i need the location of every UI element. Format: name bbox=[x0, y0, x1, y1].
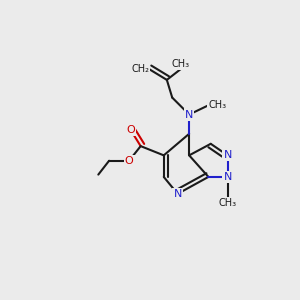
Text: CH₃: CH₃ bbox=[219, 198, 237, 208]
Text: N: N bbox=[224, 150, 232, 160]
Text: CH₃: CH₃ bbox=[172, 59, 190, 69]
Text: N: N bbox=[173, 189, 182, 199]
Text: N: N bbox=[224, 172, 232, 182]
Text: CH₃: CH₃ bbox=[208, 100, 226, 110]
Text: O: O bbox=[126, 125, 135, 135]
Text: O: O bbox=[125, 156, 134, 166]
Text: CH₂: CH₂ bbox=[131, 64, 149, 74]
Text: N: N bbox=[185, 110, 194, 119]
